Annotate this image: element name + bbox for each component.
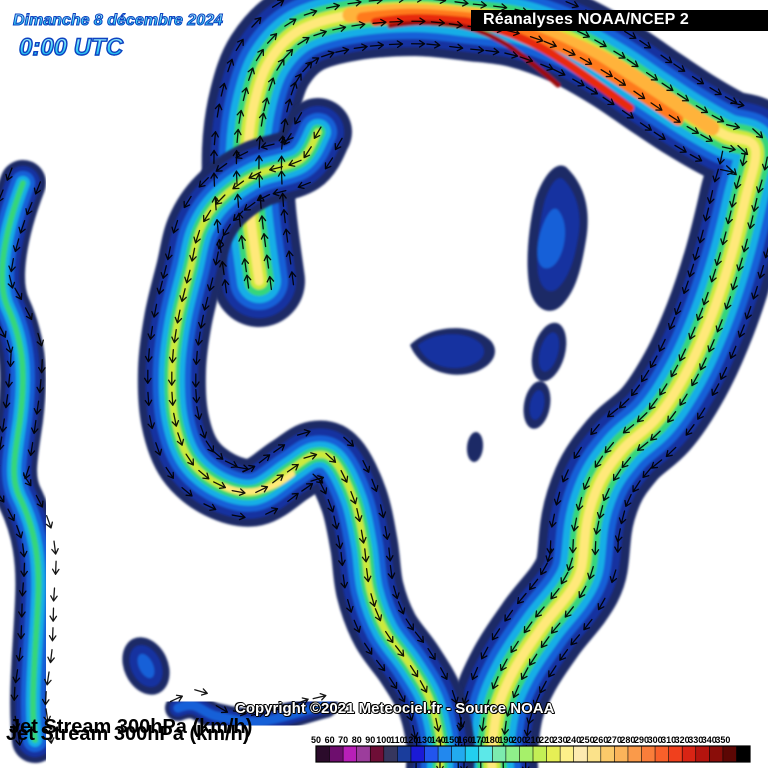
svg-text:90: 90 <box>365 735 375 745</box>
svg-text:70: 70 <box>338 735 348 745</box>
svg-text:80: 80 <box>352 735 362 745</box>
svg-text:350: 350 <box>715 735 730 745</box>
svg-text:50: 50 <box>311 735 321 745</box>
svg-text:100: 100 <box>376 735 391 745</box>
svg-text:60: 60 <box>325 735 335 745</box>
